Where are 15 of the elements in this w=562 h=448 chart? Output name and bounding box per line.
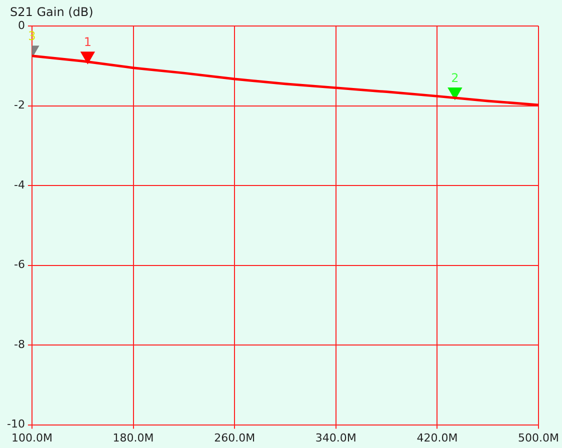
x-tick-label: 420.0M: [416, 431, 458, 444]
y-tick-label: -2: [14, 98, 25, 112]
annotation: 2: [451, 70, 459, 85]
y-tick-label: -6: [14, 258, 25, 272]
x-tick-label: 340.0M: [315, 431, 356, 444]
y-tick-label: 0: [18, 18, 25, 32]
x-tick-label: 100.0M: [11, 431, 52, 444]
chart-title: S21 Gain (dB): [10, 5, 94, 20]
x-tick-label: 500.0M: [518, 431, 559, 444]
annotation: 1: [84, 35, 92, 50]
x-tick-label: 260.0M: [214, 431, 256, 444]
y-tick-label: -4: [14, 178, 25, 192]
y-tick-label: -10: [7, 418, 25, 431]
y-tick-label: -8: [14, 338, 25, 351]
x-tick-label: 180.0M: [112, 431, 154, 444]
